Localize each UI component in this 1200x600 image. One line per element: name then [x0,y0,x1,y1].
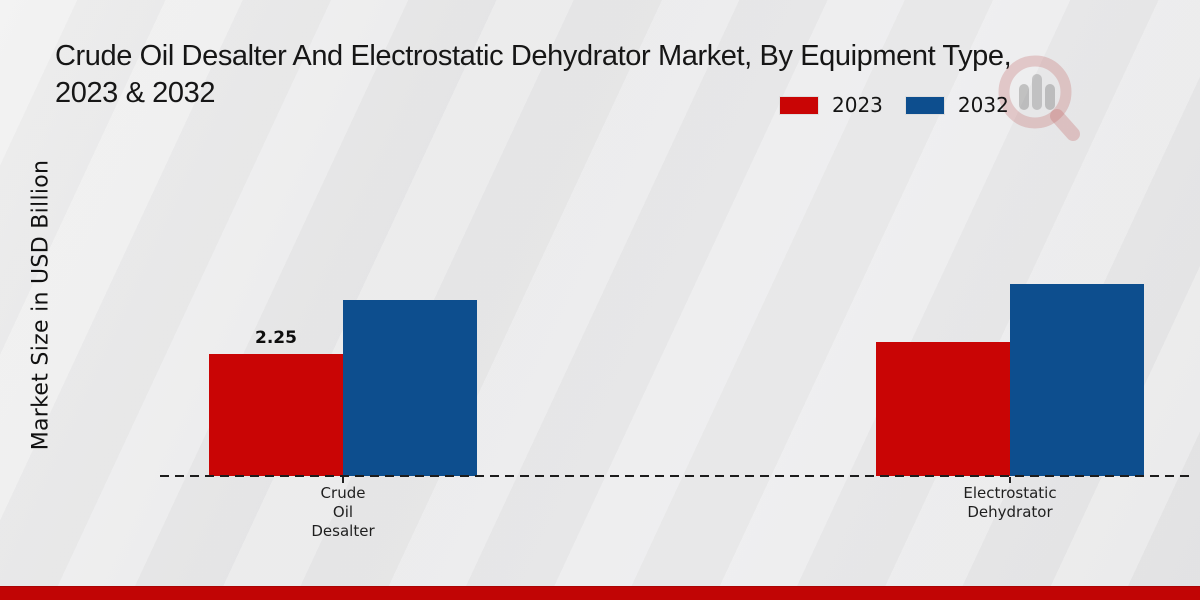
mrf-watermark-logo [993,50,1085,146]
bar-2023-crude-oil-desalter [209,354,343,476]
legend-swatch-2032-icon [904,95,945,115]
chart-title: Crude Oil Desalter And Electrostatic Deh… [55,38,1190,112]
bar-2032-crude-oil-desalter [343,300,477,476]
chart-title-line1: Crude Oil Desalter And Electrostatic Deh… [55,40,1012,72]
bar-2032-electrostatic-dehydrator [1010,284,1144,476]
legend-label-2032: 2032 [957,93,1009,117]
bar-value-label: 2.25 [255,328,297,348]
x-axis-baseline [160,475,1192,477]
legend-item-2023: 2023 [779,93,883,117]
chart-legend: 2023 2032 [779,93,1009,117]
x-axis-category-label: Electrostatic Dehydrator [963,484,1057,521]
legend-label-2023: 2023 [832,93,883,117]
footer-accent-band [0,586,1200,600]
legend-item-2032: 2032 [904,93,1009,117]
bar-2023-electrostatic-dehydrator [876,342,1010,476]
x-axis-category-label: Crude Oil Desalter [311,484,375,540]
legend-swatch-2023-icon [779,95,819,115]
x-axis-tick [1009,477,1011,483]
chart-title-line2: 2023 & 2032 [55,76,216,109]
x-axis-tick [342,477,344,483]
